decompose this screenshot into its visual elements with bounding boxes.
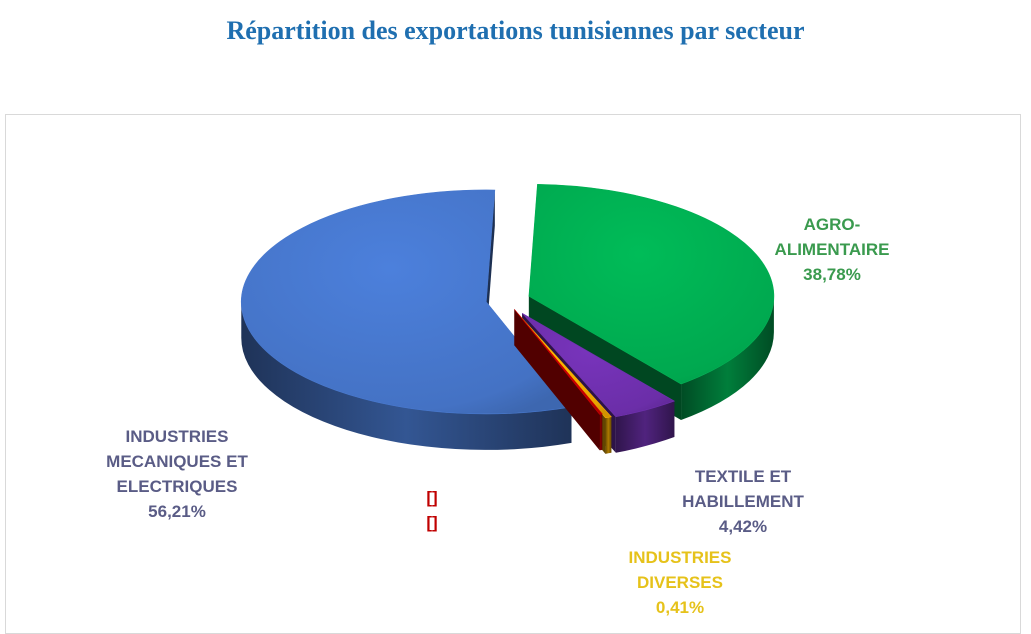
label-textile-habillement: TEXTILE ET HABILLEMENT 4,42%: [668, 464, 818, 539]
slice-top: [528, 183, 775, 385]
label-industries-diverses: INDUSTRIES DIVERSES 0,41%: [610, 545, 750, 620]
slice-side: [241, 301, 572, 450]
label-diverses-line2: DIVERSES: [637, 573, 723, 592]
chart-title: Répartition des exportations tunisiennes…: [226, 16, 805, 45]
label-agro-alimentaire: AGRO- ALIMENTAIRE 38,78%: [762, 212, 902, 287]
slice-side: [605, 416, 612, 454]
label-empty-category: [] []: [402, 485, 462, 535]
label-agro-line2: ALIMENTAIRE: [774, 240, 890, 259]
label-textile-line2: HABILLEMENT: [682, 492, 804, 511]
slice-top: [241, 189, 573, 415]
slice-side: [599, 413, 603, 451]
label-meca-line2: MECANIQUES ET: [106, 452, 248, 471]
label-textile-line1: TEXTILE ET: [694, 467, 792, 486]
label-agro-value: 38,78%: [803, 265, 861, 284]
label-industries-mecaniques: INDUSTRIES MECANIQUES ET ELECTRIQUES 56,…: [84, 424, 270, 524]
label-agro-line1: AGRO-: [803, 215, 861, 234]
label-diverses-line1: INDUSTRIES: [628, 548, 732, 567]
slice-top: [517, 313, 612, 419]
label-diverses-value: 0,41%: [655, 598, 705, 617]
slice-side: [681, 296, 774, 421]
pie-slice: [514, 309, 603, 451]
label-meca-value: 56,21%: [148, 502, 206, 521]
slice-wall: [486, 189, 495, 338]
label-textile-value: 4,42%: [718, 517, 768, 536]
label-empty-value: []: [426, 513, 438, 532]
slice-top: [521, 313, 676, 418]
slice-wall: [514, 309, 600, 451]
label-empty-line1: []: [426, 488, 438, 507]
slice-top: [514, 309, 603, 415]
label-meca-line3: ELECTRIQUES: [116, 477, 238, 496]
label-meca-line1: INDUSTRIES: [125, 427, 229, 446]
pie-slice: [241, 189, 573, 450]
